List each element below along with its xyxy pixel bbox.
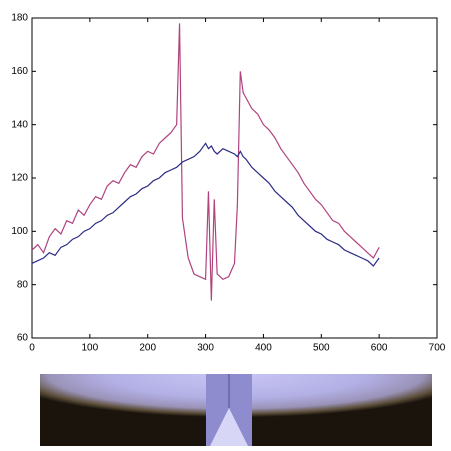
x-tick-label: 200 xyxy=(139,343,156,354)
x-tick-label: 400 xyxy=(255,343,272,354)
x-tick-label: 700 xyxy=(429,343,446,354)
plot: 0 100 200 300 400 500 600 700 60 80 100 120 140 160 18… xyxy=(11,13,445,354)
series-line xyxy=(31,23,380,301)
y-tick-label: 160 xyxy=(11,66,28,77)
x-tick-label: 100 xyxy=(82,343,99,354)
photo xyxy=(40,374,432,446)
series-line xyxy=(31,142,380,267)
y-tick-label: 120 xyxy=(11,173,28,184)
plot-area xyxy=(31,17,438,339)
y-tick-label: 60 xyxy=(17,333,29,344)
y-tick-label: 100 xyxy=(11,226,28,237)
y-tick-label: 180 xyxy=(11,13,28,24)
photo-cone xyxy=(210,408,248,446)
y-tick-label: 80 xyxy=(17,279,29,290)
x-tick-label: 600 xyxy=(371,343,388,354)
x-tick-label: 300 xyxy=(197,343,214,354)
x-tick-label: 0 xyxy=(29,343,35,354)
x-tick-label: 500 xyxy=(313,343,330,354)
y-tick-label: 140 xyxy=(11,119,28,130)
